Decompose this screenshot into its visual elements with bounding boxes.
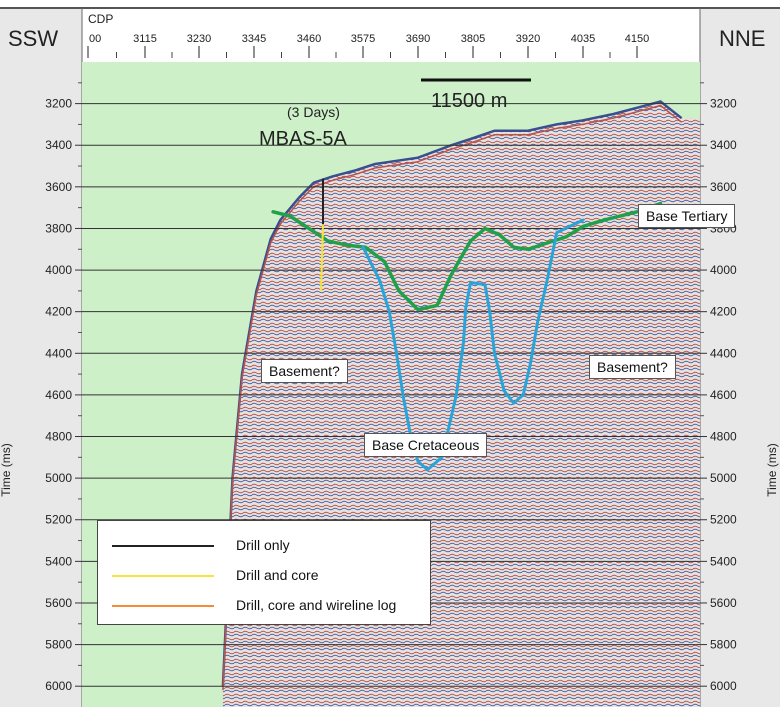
y-tick-label-right: 6000 (710, 679, 737, 693)
y-tick-label-left: 4200 (45, 305, 72, 319)
annotation-basement-right: Basement? (589, 355, 676, 379)
legend-label: Drill and core (236, 567, 319, 583)
y-tick-label-left: 5200 (45, 513, 72, 527)
y-tick-label-right: 3200 (710, 97, 737, 111)
annotation-base-cretaceous: Base Cretaceous (364, 433, 488, 457)
seafloor-reflector-secondary (222, 104, 683, 691)
right-direction-label: NNE (719, 26, 766, 51)
well-track-drill-and-core (320, 224, 324, 291)
x-tick-label: 3575 (351, 33, 375, 45)
y-tick-label-left: 4800 (45, 430, 72, 444)
y-tick-label-right: 5600 (710, 596, 737, 610)
y-tick-label-left: 5000 (45, 471, 72, 485)
y-tick-label-left: 3200 (45, 97, 72, 111)
cdp-axis-title: CDP (88, 12, 114, 26)
legend-item-drill-core-wireline: Drill, core and wireline log (98, 594, 430, 618)
horizon-base-tertiary (271, 201, 663, 312)
y-tick-label-right: 4400 (710, 346, 737, 360)
x-tick-label: 3920 (516, 33, 540, 45)
y-tick-label-right: 4200 (710, 305, 737, 319)
legend-swatch-drill-core-wireline (112, 605, 214, 607)
y-tick-label-left: 5800 (45, 638, 72, 652)
annotation-base-tertiary: Base Tertiary (638, 204, 736, 228)
legend-item-drill-and-core: Drill and core (98, 564, 430, 588)
well-note: (3 Days) (287, 104, 340, 120)
y-tick-label-right: 4000 (710, 263, 737, 277)
y-tick-label-left: 5400 (45, 554, 72, 568)
y-tick-label-left: 3600 (45, 180, 72, 194)
legend-swatch-drill-only (112, 545, 214, 547)
y-tick-label-left: 5600 (45, 596, 72, 610)
x-tick-label: 00 (89, 33, 101, 45)
y-tick-label-right: 5800 (710, 638, 737, 652)
y-tick-label-right: 3400 (710, 138, 737, 152)
well-name: MBAS-5A (259, 128, 347, 150)
x-tick-label: 3115 (133, 33, 157, 45)
x-tick-label: 3690 (406, 33, 430, 45)
left-direction-label: SSW (8, 26, 59, 51)
y-tick-label-left: 3800 (45, 221, 72, 235)
x-tick-label: 4150 (625, 33, 649, 45)
y-tick-label-left: 3400 (45, 138, 72, 152)
y-tick-label-left: 6000 (45, 679, 72, 693)
legend-label: Drill only (236, 537, 290, 553)
horizon-base-cretaceous (361, 218, 585, 472)
right-axis-band (700, 62, 780, 707)
x-tick-label: 3805 (461, 33, 485, 45)
x-tick-label: 4035 (571, 33, 595, 45)
annotation-basement-left: Basement? (261, 359, 348, 383)
y-tick-label-left: 4600 (45, 388, 72, 402)
y-tick-label-right: 4600 (710, 388, 737, 402)
y-tick-label-right: 5200 (710, 513, 737, 527)
seafloor-reflector (221, 100, 683, 687)
y-tick-label-right: 5400 (710, 554, 737, 568)
y-axis-title-right: Time (ms) (765, 443, 779, 497)
legend-label: Drill, core and wireline log (236, 597, 397, 613)
x-tick-label: 3460 (297, 33, 321, 45)
legend-item-drill-only: Drill only (98, 534, 430, 558)
legend-swatch-drill-and-core (112, 575, 214, 577)
legend: Drill only Drill and core Drill, core an… (97, 520, 431, 625)
x-tick-label: 3230 (187, 33, 211, 45)
x-tick-label: 3345 (242, 33, 266, 45)
y-tick-label-left: 4400 (45, 346, 72, 360)
y-tick-label-right: 3600 (710, 180, 737, 194)
y-tick-label-left: 4000 (45, 263, 72, 277)
y-axis-title-left: Time (ms) (0, 443, 13, 497)
y-tick-label-right: 5000 (710, 471, 737, 485)
scale-bar-label: 11500 m (431, 90, 508, 112)
left-axis-band (0, 62, 82, 707)
y-tick-label-right: 4800 (710, 430, 737, 444)
